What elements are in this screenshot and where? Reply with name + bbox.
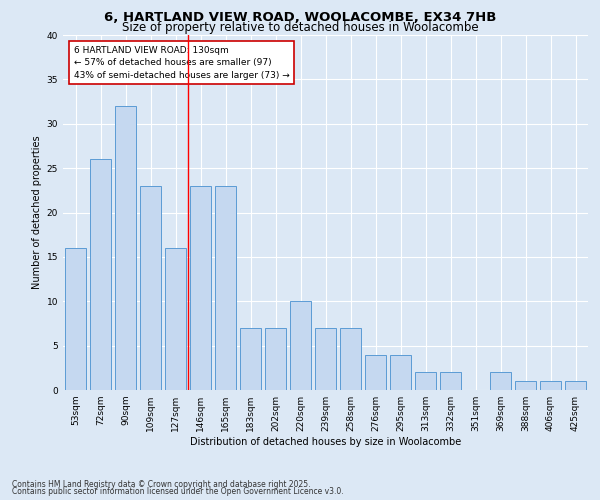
Bar bbox=[440, 372, 461, 390]
Text: Contains public sector information licensed under the Open Government Licence v3: Contains public sector information licen… bbox=[12, 487, 344, 496]
Bar bbox=[165, 248, 186, 390]
Bar bbox=[65, 248, 86, 390]
Text: Size of property relative to detached houses in Woolacombe: Size of property relative to detached ho… bbox=[122, 22, 478, 35]
Bar bbox=[140, 186, 161, 390]
Bar bbox=[515, 381, 536, 390]
X-axis label: Distribution of detached houses by size in Woolacombe: Distribution of detached houses by size … bbox=[190, 437, 461, 447]
Bar bbox=[290, 301, 311, 390]
Bar bbox=[490, 372, 511, 390]
Bar bbox=[565, 381, 586, 390]
Bar bbox=[390, 354, 411, 390]
Bar bbox=[340, 328, 361, 390]
Bar bbox=[415, 372, 436, 390]
Bar bbox=[365, 354, 386, 390]
Text: 6 HARTLAND VIEW ROAD: 130sqm
← 57% of detached houses are smaller (97)
43% of se: 6 HARTLAND VIEW ROAD: 130sqm ← 57% of de… bbox=[74, 46, 289, 80]
Text: 6, HARTLAND VIEW ROAD, WOOLACOMBE, EX34 7HB: 6, HARTLAND VIEW ROAD, WOOLACOMBE, EX34 … bbox=[104, 11, 496, 24]
Bar bbox=[115, 106, 136, 390]
Bar bbox=[90, 160, 111, 390]
Bar bbox=[215, 186, 236, 390]
Text: Contains HM Land Registry data © Crown copyright and database right 2025.: Contains HM Land Registry data © Crown c… bbox=[12, 480, 311, 489]
Bar bbox=[240, 328, 261, 390]
Bar bbox=[265, 328, 286, 390]
Bar bbox=[315, 328, 336, 390]
Bar bbox=[190, 186, 211, 390]
Bar bbox=[540, 381, 561, 390]
Y-axis label: Number of detached properties: Number of detached properties bbox=[32, 136, 43, 290]
